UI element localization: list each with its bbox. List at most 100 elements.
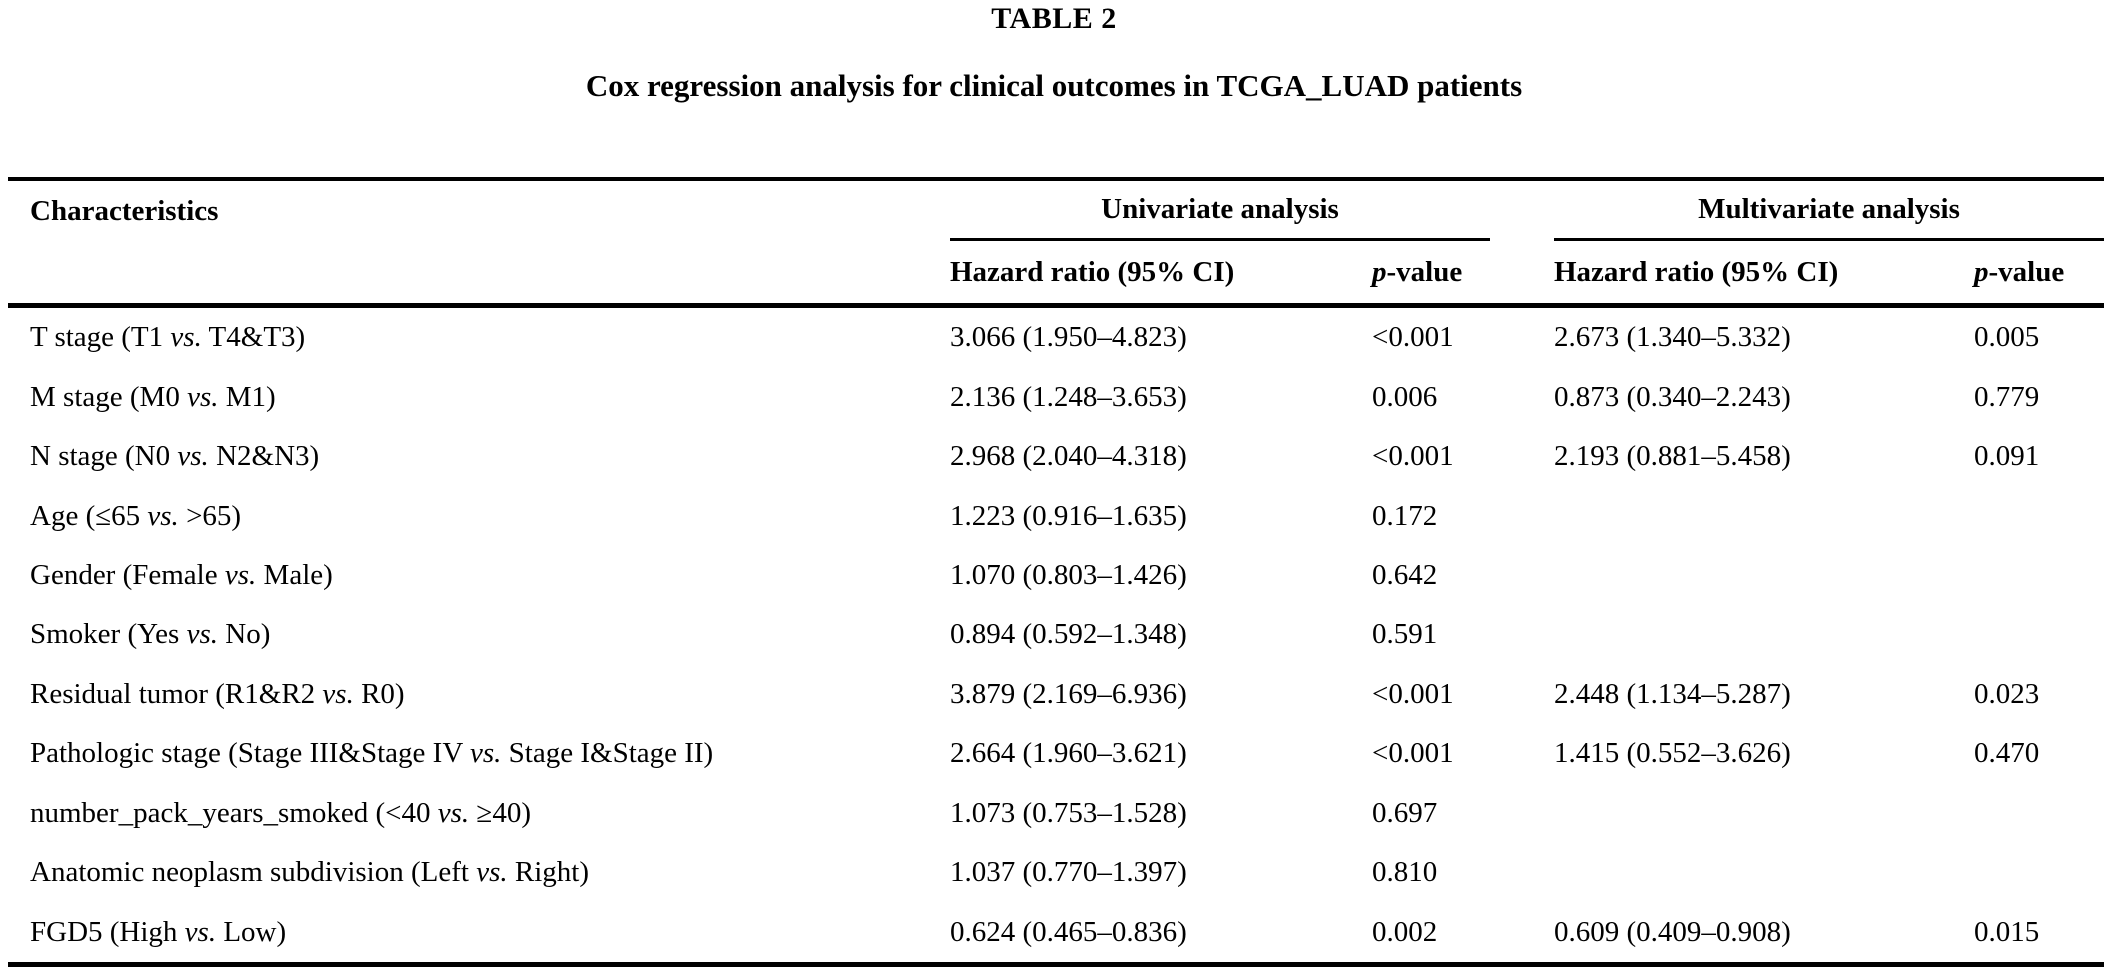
multi-p-cell: 0.470 (1974, 737, 2040, 770)
multi-p-cell: 0.005 (1974, 321, 2040, 354)
vs-text: vs. (184, 915, 217, 948)
group-header-multivariate: Multivariate analysis (1554, 181, 2104, 241)
characteristic-cell: Age (≤65 vs. >65) (8, 500, 950, 533)
vs-text: vs. (224, 558, 257, 591)
p-italic: p (1974, 255, 1989, 288)
uni-hr-cell: 0.624 (0.465–0.836) (950, 915, 1187, 948)
characteristic-text: Pathologic stage (Stage III&Stage IV (30, 737, 470, 770)
multi-hazard-ratio-header: Hazard ratio (95% CI) (1554, 255, 1839, 288)
characteristic-cell: Anatomic neoplasm subdivision (Left vs. … (8, 856, 950, 889)
characteristic-cell: Residual tumor (R1&R2 vs. R0) (8, 678, 950, 711)
uni-p-cell: 0.591 (1372, 618, 1438, 651)
uni-hr-cell: 1.070 (0.803–1.426) (950, 558, 1187, 591)
multi-hr-cell: 0.873 (0.340–2.243) (1554, 380, 1791, 413)
multi-hr-cell: 2.448 (1.134–5.287) (1554, 677, 1791, 710)
characteristic-text: Stage I&Stage II) (501, 737, 714, 770)
characteristic-cell: Gender (Female vs. Male) (8, 559, 950, 592)
uni-hazard-ratio-header: Hazard ratio (95% CI) (950, 255, 1235, 288)
characteristic-cell: N stage (N0 vs. N2&N3) (8, 440, 950, 473)
multi-p-cell: 0.023 (1974, 677, 2040, 710)
uni-p-cell: 0.697 (1372, 796, 1438, 829)
vs-text: vs. (177, 440, 209, 473)
uni-hr-cell: 3.066 (1.950–4.823) (950, 321, 1187, 354)
characteristic-text: Male) (256, 558, 333, 591)
characteristic-text: Low) (216, 915, 287, 948)
uni-p-cell: 0.810 (1372, 856, 1438, 889)
characteristic-text: number_pack_years_smoked (<40 (30, 796, 438, 829)
uni-p-cell: 0.642 (1372, 558, 1438, 591)
table-row: Residual tumor (R1&R2 vs. R0) 3.879 (2.1… (8, 665, 2104, 724)
characteristic-text: N2&N3) (208, 440, 320, 473)
characteristic-text: T4&T3) (201, 321, 306, 354)
group-header-row: Characteristics Univariate analysis Mult… (8, 181, 2104, 241)
characteristic-text: FGD5 (High (30, 915, 185, 948)
table-row: M stage (M0 vs. M1) 2.136 (1.248–3.653) … (8, 367, 2104, 426)
characteristic-cell: number_pack_years_smoked (<40 vs. ≥40) (8, 797, 950, 830)
vs-text: vs. (470, 737, 502, 770)
uni-p-value-header: p-value (1372, 256, 1554, 289)
p-value-suffix: -value (1988, 255, 2065, 288)
uni-hr-cell: 0.894 (0.592–1.348) (950, 618, 1187, 651)
uni-hr-cell: 1.037 (0.770–1.397) (950, 856, 1187, 889)
characteristic-text: M1) (218, 380, 276, 413)
characteristics-header: Characteristics (30, 194, 219, 227)
table-row: Pathologic stage (Stage III&Stage IV vs.… (8, 724, 2104, 783)
table-row: Smoker (Yes vs. No) 0.894 (0.592–1.348) … (8, 605, 2104, 664)
characteristic-text: ≥40) (469, 796, 531, 829)
table-label: TABLE 2 (991, 2, 1117, 35)
uni-p-cell: <0.001 (1372, 677, 1454, 710)
multi-hr-cell: 1.415 (0.552–3.626) (1554, 737, 1791, 770)
uni-hr-cell: 3.879 (2.169–6.936) (950, 677, 1187, 710)
table-body: T stage (T1 vs. T4&T3) 3.066 (1.950–4.82… (8, 308, 2104, 962)
table-bottom-rule (8, 961, 2104, 967)
uni-hr-cell: 1.223 (0.916–1.635) (950, 499, 1187, 532)
characteristic-text: Right) (507, 856, 589, 889)
uni-p-cell: 0.006 (1372, 380, 1438, 413)
characteristic-cell: M stage (M0 vs. M1) (8, 381, 950, 414)
uni-hr-cell: 2.968 (2.040–4.318) (950, 440, 1187, 473)
uni-p-cell: <0.001 (1372, 321, 1454, 354)
p-italic: p (1372, 255, 1387, 288)
group-header-univariate-cell: Univariate analysis (950, 181, 1554, 241)
multi-hr-cell: 2.193 (0.881–5.458) (1554, 440, 1791, 473)
uni-hr-cell: 1.073 (0.753–1.528) (950, 796, 1187, 829)
table-row: T stage (T1 vs. T4&T3) 3.066 (1.950–4.82… (8, 308, 2104, 367)
uni-p-cell: <0.001 (1372, 737, 1454, 770)
header-bottom-rule (8, 303, 2104, 308)
multi-p-cell: 0.091 (1974, 440, 2040, 473)
characteristic-cell: T stage (T1 vs. T4&T3) (8, 321, 950, 354)
characteristic-text: M stage (M0 (30, 380, 188, 413)
characteristic-text: >65) (178, 499, 242, 532)
p-value-suffix: -value (1386, 255, 1463, 288)
uni-hr-cell: 2.664 (1.960–3.621) (950, 737, 1187, 770)
uni-p-cell: 0.002 (1372, 915, 1438, 948)
vs-text: vs. (322, 677, 354, 710)
multi-p-cell: 0.779 (1974, 380, 2040, 413)
group-header-multivariate-cell: Multivariate analysis (1554, 181, 2104, 241)
vs-text: vs. (437, 796, 470, 829)
table-row: number_pack_years_smoked (<40 vs. ≥40) 1… (8, 784, 2104, 843)
characteristic-text: R0) (353, 677, 405, 710)
characteristic-cell: Smoker (Yes vs. No) (8, 618, 950, 651)
characteristic-text: N stage (N0 (30, 440, 178, 473)
characteristic-text: Age (≤65 (30, 499, 148, 532)
characteristic-text: Anatomic neoplasm subdivision (Left (30, 856, 477, 889)
vs-text: vs. (147, 499, 179, 532)
table-row: Age (≤65 vs. >65) 1.223 (0.916–1.635) 0.… (8, 486, 2104, 545)
vs-text: vs. (476, 856, 508, 889)
sub-header-row: Hazard ratio (95% CI) p-value Hazard rat… (8, 241, 2104, 303)
uni-p-cell: <0.001 (1372, 440, 1454, 473)
characteristic-text: No) (218, 618, 271, 651)
characteristic-text: Smoker (Yes (30, 618, 187, 651)
table-row: Anatomic neoplasm subdivision (Left vs. … (8, 843, 2104, 902)
characteristic-cell: FGD5 (High vs. Low) (8, 916, 950, 949)
multi-p-cell: 0.015 (1974, 915, 2040, 948)
multi-hr-cell: 2.673 (1.340–5.332) (1554, 321, 1791, 354)
vs-text: vs. (187, 380, 219, 413)
table-row: Gender (Female vs. Male) 1.070 (0.803–1.… (8, 546, 2104, 605)
vs-text: vs. (186, 618, 218, 651)
vs-text: vs. (170, 321, 202, 354)
table-title: Cox regression analysis for clinical out… (585, 68, 1523, 103)
characteristic-text: T stage (T1 (30, 321, 171, 354)
